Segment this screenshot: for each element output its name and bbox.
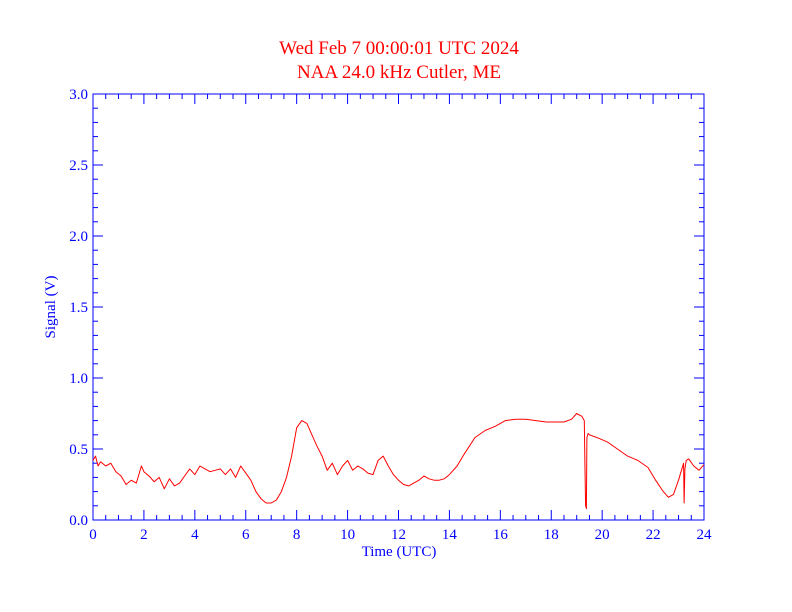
- y-tick-label: 1.0: [69, 371, 88, 387]
- x-tick-label: 18: [544, 527, 559, 543]
- x-tick-label: 8: [293, 527, 301, 543]
- x-axis-label: Time (UTC): [362, 544, 437, 560]
- x-tick-label: 16: [493, 527, 509, 543]
- y-tick-label: 2.0: [69, 229, 88, 245]
- y-axis-label: Signal (V): [43, 276, 59, 339]
- x-tick-label: 14: [442, 527, 458, 543]
- series-layer: [92, 413, 705, 510]
- x-tick-label: 6: [242, 527, 250, 543]
- x-tick-label: 4: [191, 527, 199, 543]
- x-tick-label: 12: [391, 527, 406, 543]
- x-tick-label: 20: [595, 527, 610, 543]
- y-tick-label: 0.5: [69, 442, 88, 458]
- series-line-0: [92, 413, 705, 510]
- y-tick-label: 0.0: [69, 513, 88, 529]
- plot-frame: [92, 93, 705, 521]
- x-tick-label: 24: [697, 527, 713, 543]
- axis-ticks: 0 2 4 6 8 10 12 14 16 18 20 22 240.00.51.01.52.02.53…: [69, 87, 712, 543]
- y-tick-label: 2.5: [69, 158, 88, 174]
- x-tick-label: 2: [140, 527, 148, 543]
- y-tick-label: 3.0: [69, 87, 88, 103]
- x-tick-label: 10: [340, 527, 355, 543]
- x-tick-label: 22: [646, 527, 661, 543]
- chart-subtitle: NAA 24.0 kHz Cutler, ME: [297, 62, 501, 83]
- plot-axes: [92, 93, 705, 521]
- y-tick-label: 1.5: [69, 300, 88, 316]
- chart-title: Wed Feb 7 00:00:01 UTC 2024: [279, 38, 519, 59]
- x-tick-label: 0: [89, 527, 97, 543]
